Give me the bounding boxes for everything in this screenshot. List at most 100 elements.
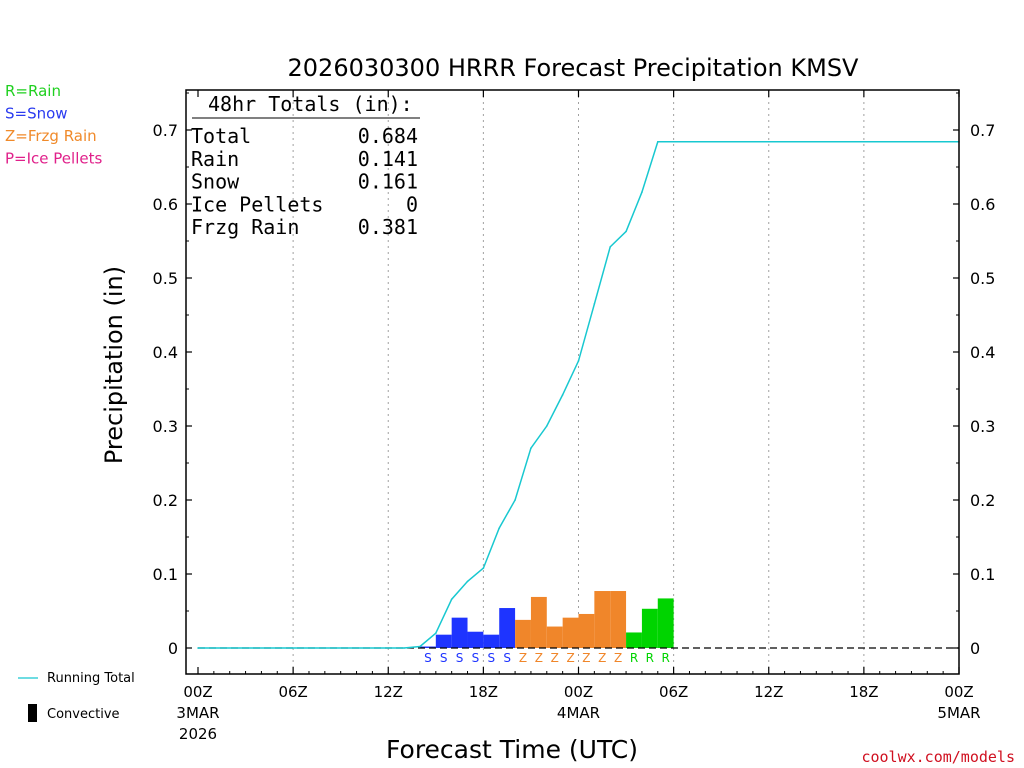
bar-Z-22 xyxy=(546,626,563,648)
bar-Z-21 xyxy=(530,596,547,648)
watermark: coolwx.com/models xyxy=(861,748,1015,766)
xtick-label-6: 06Z xyxy=(278,683,307,701)
ptype-letter-15: S xyxy=(424,651,432,665)
ytick-label-right-2: 0.2 xyxy=(970,491,995,510)
totals-value-1: 0.141 xyxy=(358,147,418,171)
totals-value-2: 0.161 xyxy=(358,170,418,194)
x-axis-label: Forecast Time (UTC) xyxy=(386,735,638,764)
ptype-letter-26: Z xyxy=(598,651,606,665)
xtick-label-12: 12Z xyxy=(374,683,403,701)
ptype-letter-29: R xyxy=(646,651,654,665)
running-total-point-22 xyxy=(545,425,548,427)
ptype-legend-S: S=Snow xyxy=(5,105,68,123)
bar-S-16 xyxy=(451,617,468,648)
ytick-label-left-6: 0.6 xyxy=(153,195,178,214)
ytick-label-left-7: 0.7 xyxy=(153,121,178,140)
xtick-date-48: 5MAR xyxy=(937,704,980,722)
totals-value-4: 0.381 xyxy=(358,215,418,239)
ptype-letter-18: S xyxy=(472,651,480,665)
ptype-legend-P: P=Ice Pellets xyxy=(5,150,102,168)
xtick-label-42: 18Z xyxy=(849,683,878,701)
bar-Z-20 xyxy=(515,619,531,648)
totals-value-3: 0 xyxy=(406,192,418,216)
ytick-label-right-4: 0.4 xyxy=(970,343,995,362)
bar-R-27 xyxy=(626,632,642,648)
bar-Z-24 xyxy=(578,613,595,648)
ytick-label-right-5: 0.5 xyxy=(970,269,995,288)
ytick-label-left-0: 0 xyxy=(168,639,178,658)
totals-header: 48hr Totals (in): xyxy=(208,92,413,116)
bar-S-17 xyxy=(467,631,484,648)
running-total-point-0 xyxy=(197,647,199,649)
ytick-label-left-3: 0.3 xyxy=(153,417,178,436)
ptype-letter-22: Z xyxy=(535,651,543,665)
running-total-point-28 xyxy=(641,191,643,193)
ptype-letter-23: Z xyxy=(551,651,559,665)
xtick-date-0: 3MAR xyxy=(176,704,219,722)
xtick-label-24: 00Z xyxy=(564,683,593,701)
ytick-label-left-4: 0.4 xyxy=(153,343,178,362)
bar-R-28 xyxy=(641,608,658,648)
x-axis-ticks: 00Z 3MAR 2026 06Z 12Z 18Z 00Z 4MAR 06Z 12Z 18Z 00Z 5… xyxy=(176,90,981,743)
gridlines xyxy=(292,90,865,674)
running-total-point-18 xyxy=(482,567,485,569)
bar-S-18 xyxy=(483,634,500,648)
ptype-letter-27: Z xyxy=(614,651,622,665)
ytick-label-right-7: 0.7 xyxy=(970,121,995,140)
bar-Z-26 xyxy=(610,591,627,648)
ytick-label-left-5: 0.5 xyxy=(153,269,178,288)
y-axis-label: Precipitation (in) xyxy=(100,266,128,464)
totals-box: 48hr Totals (in): Total 0.684 Rain 0.141 Sno… xyxy=(191,92,420,239)
ptype-legend-Z: Z=Frzg Rain xyxy=(5,127,97,145)
convective-legend-label: Convective xyxy=(47,707,120,722)
chart-title: 2026030300 HRRR Forecast Precipitation K… xyxy=(288,54,860,82)
totals-label-3: Ice Pellets xyxy=(191,192,323,216)
running-total-point-15 xyxy=(435,632,437,634)
running-total-legend-label: Running Total xyxy=(47,671,135,686)
bar-S-14 xyxy=(419,646,436,648)
totals-label-1: Rain xyxy=(191,147,239,171)
bar-S-19 xyxy=(499,608,516,648)
xtick-label-30: 06Z xyxy=(659,683,688,701)
xtick-label-48: 00Z xyxy=(944,683,973,701)
xtick-date-24: 4MAR xyxy=(557,704,600,722)
ptype-letter-20: S xyxy=(503,651,511,665)
plot-frame xyxy=(185,89,960,675)
ytick-label-right-1: 0.1 xyxy=(970,565,995,584)
xtick-year-0: 2026 xyxy=(179,725,217,743)
ptype-letter-25: Z xyxy=(582,651,590,665)
running-total-point-19 xyxy=(498,527,501,529)
xtick-label-36: 12Z xyxy=(754,683,783,701)
bar-Z-23 xyxy=(562,617,579,648)
running-total-point-27 xyxy=(625,230,627,233)
running-total-point-20 xyxy=(514,499,516,501)
totals-label-2: Snow xyxy=(191,170,240,194)
ytick-label-left-2: 0.2 xyxy=(153,491,178,510)
running-total-point-14 xyxy=(419,645,421,648)
y-axis-ticks: 0 0 0.1 0.1 0.2 0.2 0.3 0.3 0.4 0.4 0.5 0.5 0.6 0.6 0.… xyxy=(153,92,995,658)
xtick-label-18: 18Z xyxy=(469,683,498,701)
running-total-point-26 xyxy=(609,246,612,248)
ptype-letter-17: S xyxy=(456,651,464,665)
ptype-letter-24: Z xyxy=(566,651,574,665)
ptype-letter-16: S xyxy=(440,651,448,665)
totals-label-4: Frzg Rain xyxy=(191,215,299,239)
ytick-label-right-3: 0.3 xyxy=(970,417,995,436)
convective-legend: Convective xyxy=(28,704,120,722)
xtick-label-0: 00Z xyxy=(183,683,212,701)
totals-label-0: Total xyxy=(191,124,251,148)
bar-Z-25 xyxy=(594,591,611,648)
running-total-point-29 xyxy=(656,141,659,143)
ptype-legend-R: R=Rain xyxy=(5,82,61,100)
ptype-letter-28: R xyxy=(630,651,638,665)
running-total-point-13 xyxy=(403,647,405,649)
ytick-label-right-6: 0.6 xyxy=(970,195,995,214)
running-total-point-17 xyxy=(466,580,469,583)
bar-S-15 xyxy=(435,634,452,648)
running-total-point-21 xyxy=(530,447,532,450)
ptype-letter-19: S xyxy=(487,651,495,665)
running-total-point-16 xyxy=(450,598,453,600)
ptype-letter-21: Z xyxy=(519,651,527,665)
ytick-label-left-1: 0.1 xyxy=(153,565,178,584)
